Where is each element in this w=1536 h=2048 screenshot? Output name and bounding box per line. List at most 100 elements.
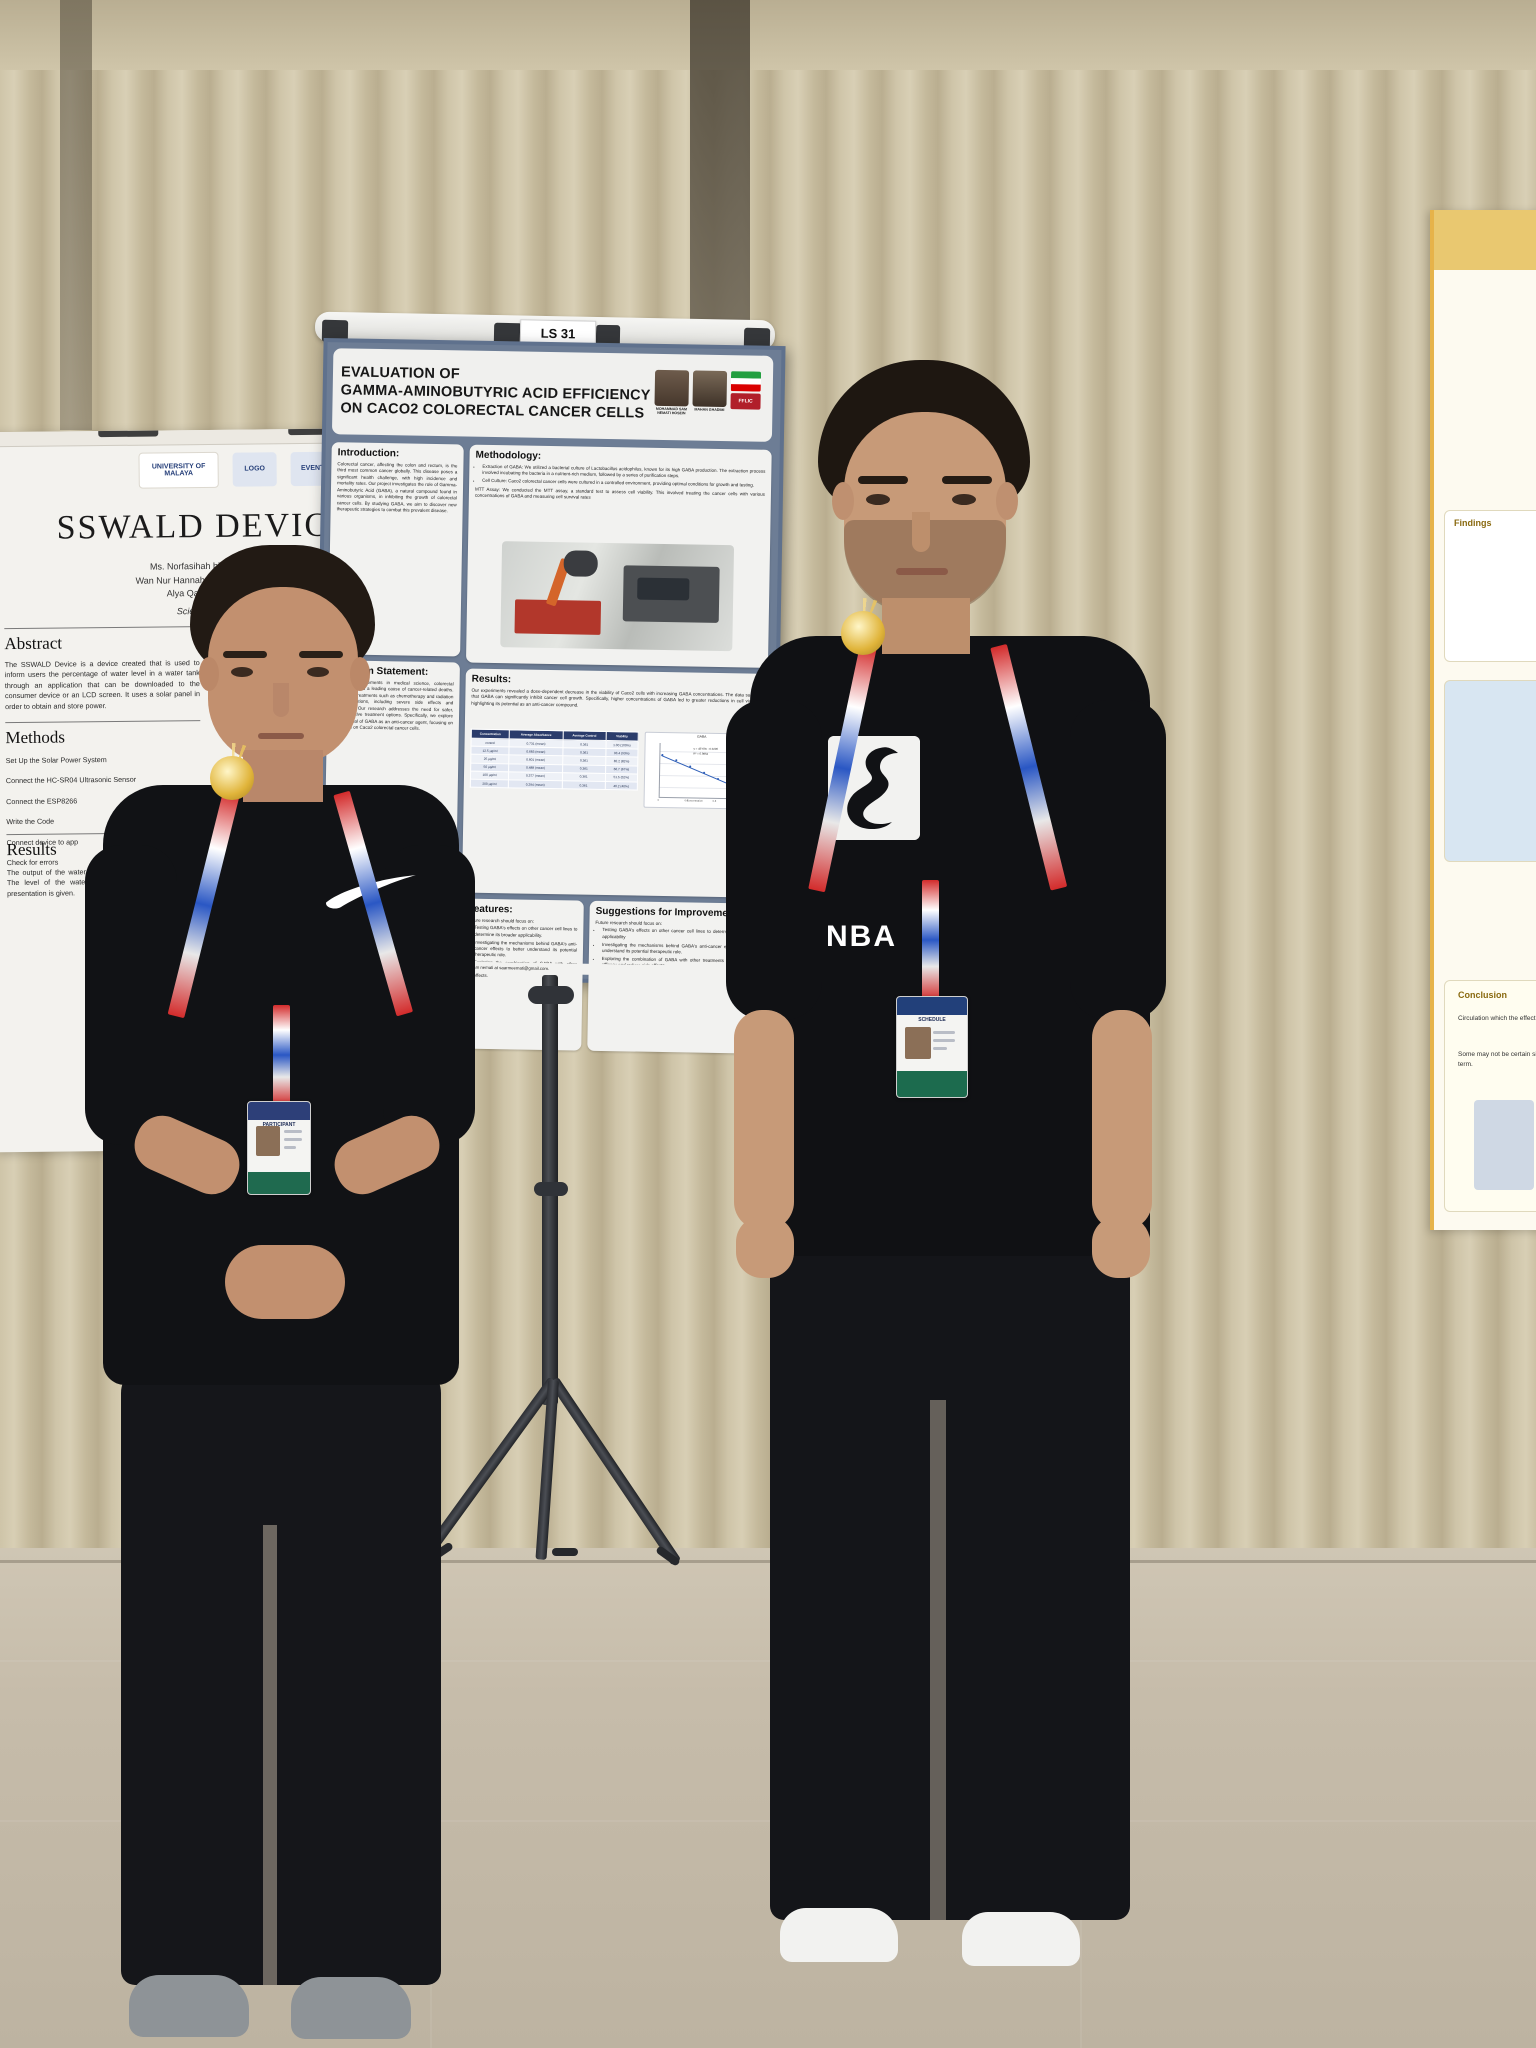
right-poster: Findings Conclusion Circulation which th… [1430,210,1536,1230]
left-person-medal [210,756,254,800]
badge-label: SCHEDULE [918,1017,946,1023]
left-person-ear-left [199,657,219,691]
poster-title-line1: EVALUATION OF [340,364,461,383]
right-poster-section-conclusion: Conclusion [1458,990,1507,1000]
university-name: UNIVERSITY OF MALAYA [151,462,206,478]
nba-wordmark: NBA [826,920,897,953]
left-poster-logos: UNIVERSITY OF MALAYA LOGO EVENT [138,451,335,489]
lab-glove [563,550,598,577]
badge-text-line [933,1047,947,1050]
author-1: MOHAMMAD SAM NEMATI HOSEIN [654,369,690,416]
right-person-lanyard-drop [922,880,939,1000]
left-person-trousers [121,1365,441,1985]
data-point [689,765,692,768]
x-tick: 0 [657,798,660,802]
right-person-forearm-right [1092,1010,1152,1230]
chart-r-squared: R² = 0.9864 [693,751,709,756]
badge-text-line [933,1039,955,1042]
poster-title: EVALUATION OF GAMMA-AMINOBUTYRIC ACID EF… [340,365,651,423]
right-poster-block-findings [1444,510,1536,662]
data-point [661,753,664,756]
right-person-nose [912,512,930,552]
easel-foot-back [552,1548,578,1556]
left-person-leg-gap [263,1525,277,1985]
left-person-shoe-right [291,1977,411,2039]
easel-clamp-mid [534,1182,568,1196]
poster-title-block: EVALUATION OF GAMMA-AMINOBUTYRIC ACID EF… [331,348,774,442]
easel-clamp-top [528,986,574,1004]
introduction-body: Colorectal cancer, affecting the colon a… [336,461,458,514]
section-results: Results: Our experiments revealed a dose… [461,668,768,898]
badge-header-bar [248,1102,310,1120]
x-axis-label: Concentration [686,799,703,803]
right-person-eye-right [952,494,976,505]
x-tick: 0.4 [684,799,689,803]
methodology-heading: Methodology: [475,449,542,462]
badge-photo [256,1126,280,1156]
features-heading: Features: [467,903,513,916]
university-of-malaya-logo: UNIVERSITY OF MALAYA [138,451,219,489]
author-photo-2 [692,370,728,408]
data-point [703,771,705,774]
right-person-mouth [896,568,948,575]
left-person-lanyard-drop [273,1005,290,1105]
features-bullet: Testing GABA's effects on other cancer c… [474,925,577,940]
methodology-bullets: Extraction of GABA: We utilized a bacter… [475,464,765,490]
left-person-nose [273,683,289,717]
badge-footer-bar [248,1172,310,1194]
x-tick: 0.8 [712,799,717,803]
results-table: Concentration Average Absorbance Average… [470,729,639,791]
right-person-leg-gap [930,1400,946,1920]
badge-text-line [284,1138,302,1141]
left-person-shoe-left [129,1975,249,2037]
right-person-eyebrow-right [942,476,992,484]
right-person-eyebrow-left [858,476,908,484]
right-person-shoe-left [780,1908,898,1962]
cell-absorbance: 0.294 (mean) [508,779,563,789]
lab-equipment-photo [500,541,735,652]
floor-edge [0,1560,1536,1563]
lab-instrument-screen [637,577,690,601]
person-left: PARTICIPANT [85,545,475,2045]
section-features: Features: Future research should focus o… [459,898,584,1051]
floor-tile [0,1660,1536,1662]
y-axis [658,742,661,797]
left-person-eyebrow-left [223,651,267,658]
badge-header-bar [897,997,967,1015]
right-person-sleeve-left [726,700,822,1020]
left-person-badge: PARTICIPANT [247,1101,311,1195]
badge-photo [905,1027,931,1059]
cell-concentration: 200 µg/ml [470,779,509,788]
cell-control: 0.361 [562,780,606,790]
right-poster-block-image [1444,680,1536,862]
badge-text-line [284,1130,302,1133]
curtain-gap-left [60,0,92,430]
sponsor-logo-1: LOGO [232,452,277,487]
lab-tray [514,599,602,635]
section-methodology: Methodology: Extraction of GABA: We util… [465,444,772,668]
badge-footer-bar [897,1071,967,1097]
data-point [675,759,678,762]
right-poster-bullet: Some may not be certain situations for t… [1458,1051,1536,1068]
left-person-mouth [258,733,304,739]
curtain-rail [0,0,1536,70]
nike-swoosh-logo [326,875,416,909]
badge-label: PARTICIPANT [262,1122,296,1128]
left-person-eye-left [231,667,253,677]
results-heading: Results: [471,673,512,686]
right-person-eye-left [866,494,890,505]
chart-equation: y = 4E-09x - 0.0296 [693,746,719,751]
person-right: NBA SCHEDULE [726,360,1170,2048]
table-row: 200 µg/ml 0.294 (mean) 0.361 40.2 (40%) [470,779,638,791]
author-photo-1 [654,369,690,407]
right-person-ear-right [996,482,1018,520]
features-bullet: Investigating the mechanisms behind GABA… [474,939,577,960]
left-person-sleeve-left [85,845,177,1145]
right-person-sleeve-right [1070,700,1166,1020]
left-person-eye-right [307,667,329,677]
right-poster-header [1434,210,1536,270]
left-poster-section-results: Results [6,839,57,860]
right-poster-section-findings: Findings [1454,518,1492,528]
methodology-note: MTT Assay: We conducted the MTT assay, a… [474,486,766,500]
right-person-medal [841,611,885,655]
